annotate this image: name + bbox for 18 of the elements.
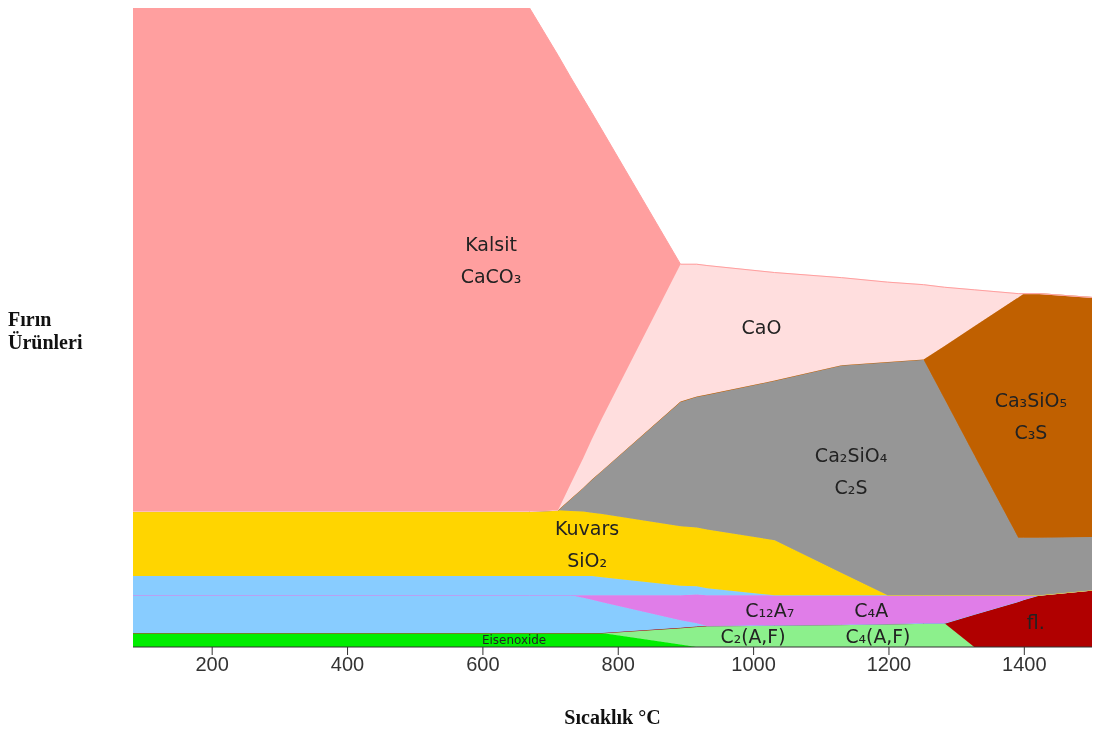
x-tick-label: 400: [330, 653, 365, 676]
x-tick-label: 800: [601, 653, 635, 676]
series-label: Kuvars SiO₂: [555, 517, 620, 572]
y-axis-title: Fırın Ürünleri: [8, 308, 84, 354]
text: C₂(A,F) C₄(A,F): [720, 625, 911, 647]
series-label: Ca₂SiO₄ C₂S: [814, 444, 888, 499]
x-tick-label: 600: [466, 653, 500, 676]
series-label: Eisenoxide: [481, 632, 547, 647]
series-label: CaO: [741, 316, 782, 339]
x-tick-label: 1400: [1002, 653, 1047, 676]
series-label: Kalsit CaCO₃: [460, 232, 522, 287]
x-tick-label: 200: [195, 653, 229, 676]
text: C₁₂A₇ C₄A: [745, 599, 889, 622]
x-tick-label: 1200: [866, 653, 912, 676]
series-label: Ca₃SiO₅ C₃S: [994, 388, 1068, 443]
series-label: fl.: [1026, 610, 1045, 633]
x-tick-label: 1000: [731, 653, 776, 676]
x-axis-title: Sıcaklık °C: [564, 706, 661, 729]
